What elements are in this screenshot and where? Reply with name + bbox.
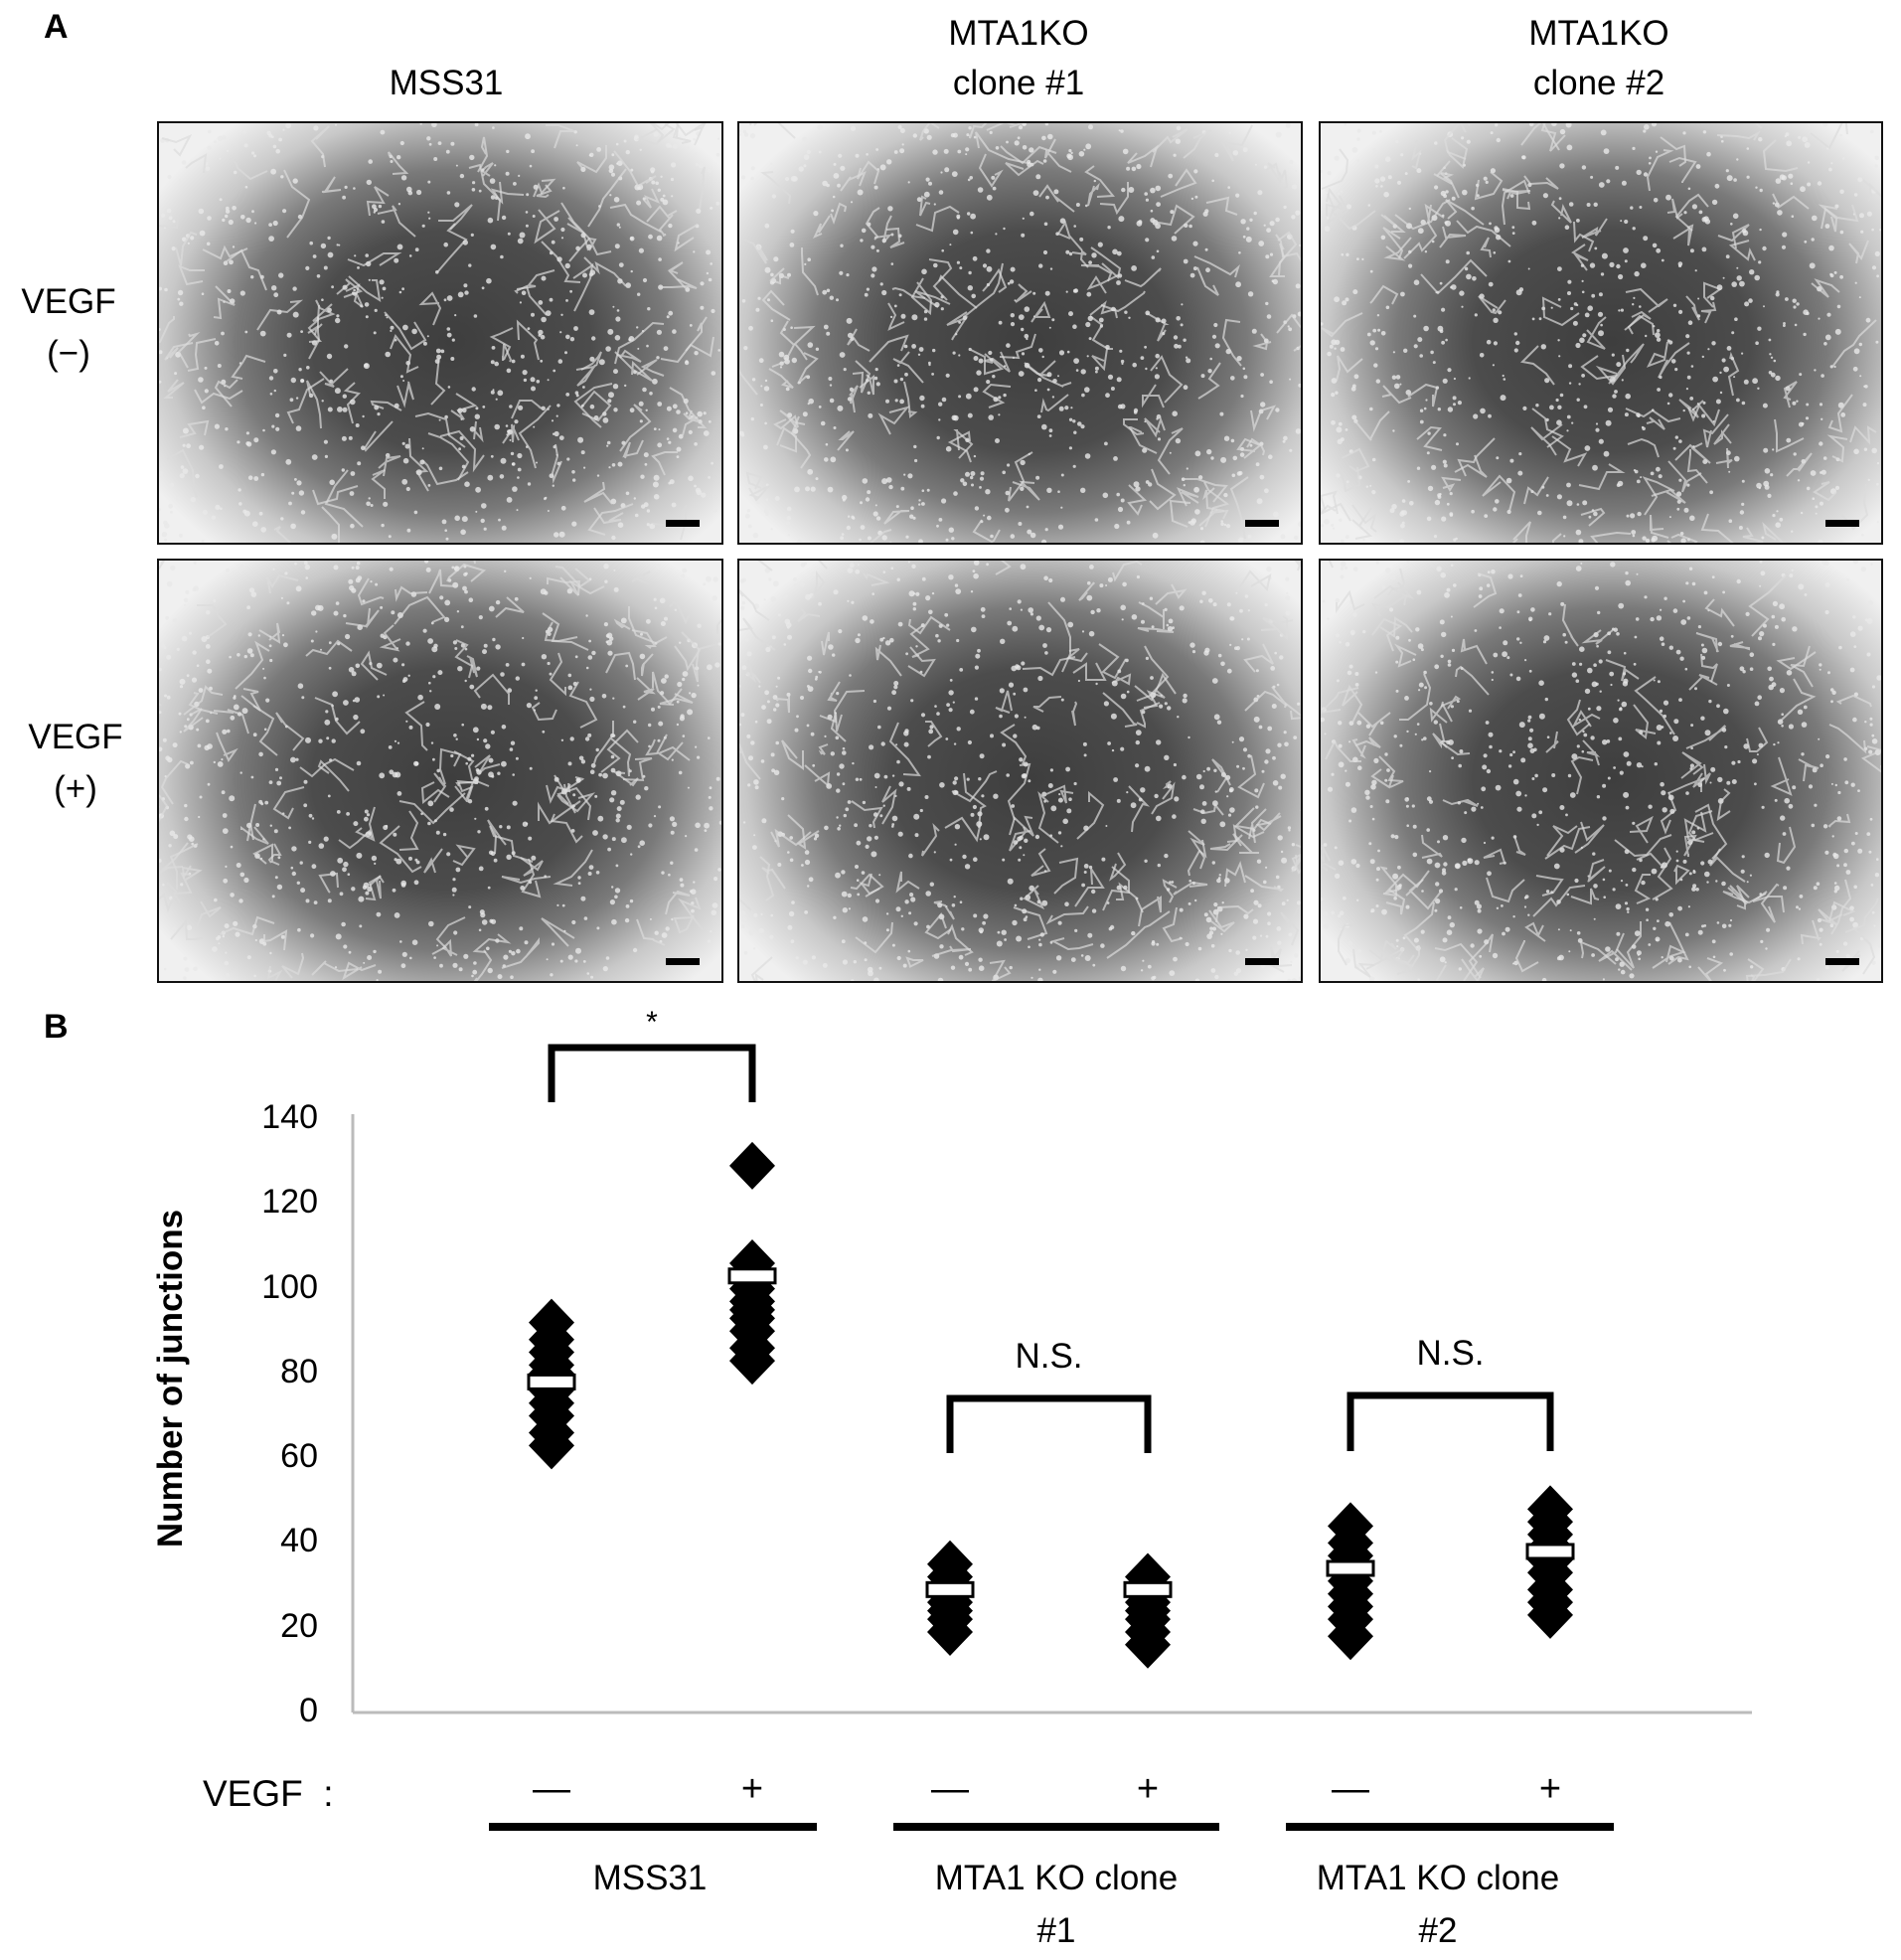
mean-marker <box>527 1373 576 1390</box>
y-axis-label: Number of junctions <box>151 1209 190 1549</box>
data-point <box>1125 1620 1171 1669</box>
scale-bar <box>1825 958 1859 965</box>
row-label-2-line1: VEGF <box>28 718 123 756</box>
y-tick-label: 0 <box>299 1692 318 1729</box>
y-tick-label: 60 <box>280 1437 318 1476</box>
mean-marker <box>925 1580 975 1598</box>
panel-b-label: B <box>44 1008 69 1046</box>
significance-bracket <box>946 1394 1152 1453</box>
y-tick-label: 20 <box>280 1606 318 1645</box>
data-point <box>729 1337 775 1386</box>
y-tick-label: 120 <box>261 1183 318 1222</box>
data-point <box>927 1607 973 1656</box>
significance-bracket <box>1347 1391 1554 1451</box>
row-label-1-line2: (−) <box>47 334 90 373</box>
data-point <box>1527 1590 1573 1639</box>
micrograph-mss31-vegf-pos <box>157 559 723 983</box>
scale-bar <box>1825 520 1859 527</box>
vegf-sign: — <box>931 1768 969 1810</box>
vegf-sign: + <box>1538 1768 1562 1810</box>
vegf-row-label: VEGF : <box>203 1773 334 1814</box>
y-tick-label: 80 <box>280 1352 318 1390</box>
y-tick-label: 100 <box>261 1267 318 1306</box>
condition-label: MTA1 KO clone <box>1316 1859 1560 1897</box>
significance-bracket <box>548 1044 756 1102</box>
micrograph-ko1-vegf-pos <box>737 559 1303 983</box>
column-header-3-line2: clone #2 <box>1532 64 1665 102</box>
row-label-1-line1: VEGF <box>21 282 116 321</box>
row-label-2-line2: (+) <box>54 769 97 808</box>
y-tick-label: 140 <box>261 1098 318 1136</box>
vegf-sign: — <box>533 1768 570 1810</box>
vegf-sign: + <box>1136 1768 1160 1810</box>
data-point <box>1328 1612 1373 1661</box>
data-point <box>729 1141 775 1190</box>
mean-marker <box>727 1267 777 1285</box>
condition-label: MTA1 KO clone <box>934 1859 1179 1897</box>
scale-bar <box>666 520 700 527</box>
micrograph-mss31-vegf-neg <box>157 121 723 545</box>
significance-label: N.S. <box>1416 1334 1485 1373</box>
scale-bar <box>1245 520 1279 527</box>
column-header-3-line1: MTA1KO <box>1528 14 1669 53</box>
condition-label-line2: #2 <box>1418 1911 1458 1950</box>
micrograph-ko1-vegf-neg <box>737 121 1303 545</box>
significance-label: * <box>646 1006 658 1039</box>
vegf-sign: — <box>1332 1768 1369 1810</box>
condition-label: MSS31 <box>592 1859 708 1897</box>
condition-label-line2: #1 <box>1036 1911 1076 1950</box>
panel-a-label: A <box>44 8 69 46</box>
data-point <box>529 1421 574 1470</box>
y-tick-label: 40 <box>280 1522 318 1560</box>
significance-label: N.S. <box>1015 1337 1083 1376</box>
mean-marker <box>1123 1580 1173 1598</box>
micrograph-ko2-vegf-neg <box>1319 121 1883 545</box>
micrograph-ko2-vegf-pos <box>1319 559 1883 983</box>
vegf-sign: + <box>740 1768 764 1810</box>
mean-marker <box>1326 1559 1375 1577</box>
column-header-2-line1: MTA1KO <box>948 14 1089 53</box>
column-header-1-line2: MSS31 <box>389 64 504 102</box>
scale-bar <box>666 958 700 965</box>
mean-marker <box>1525 1543 1575 1560</box>
column-header-2-line2: clone #1 <box>952 64 1085 102</box>
scale-bar <box>1245 958 1279 965</box>
